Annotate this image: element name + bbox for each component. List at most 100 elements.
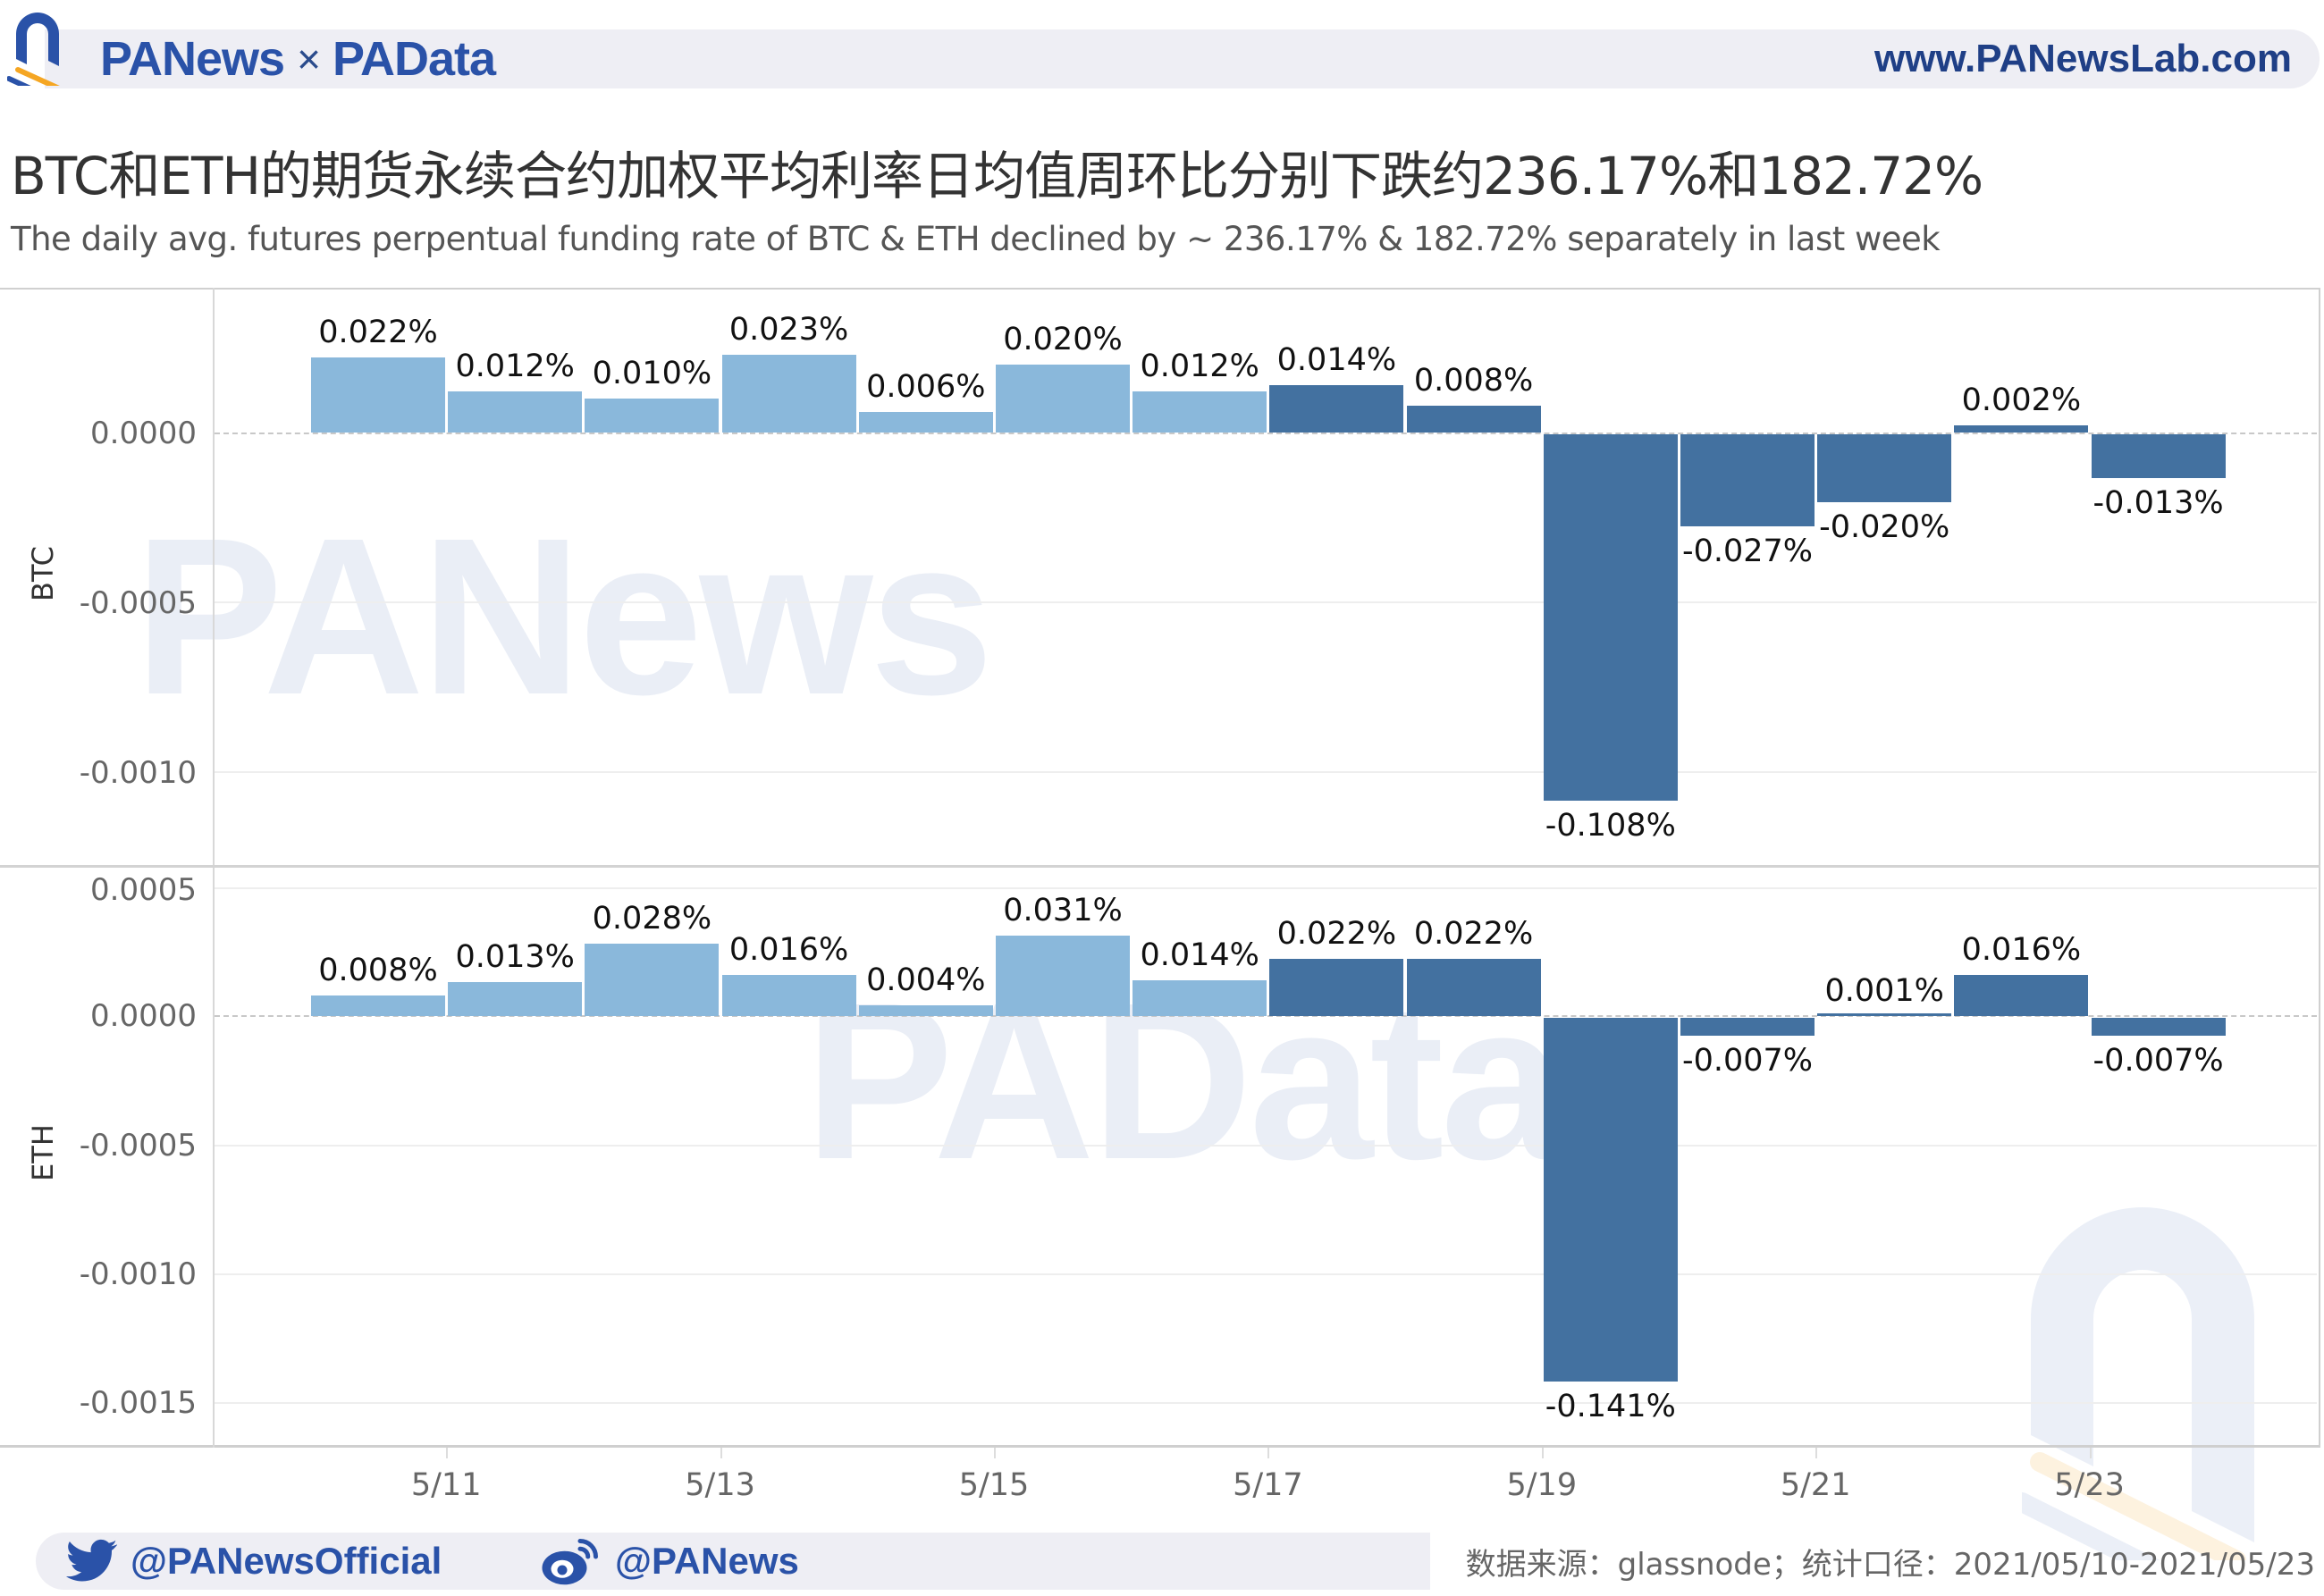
x-axis-tick: [2089, 1448, 2092, 1458]
eth-bar: [1269, 959, 1404, 1016]
eth-bar-value-label: 0.031%: [1003, 893, 1123, 929]
btc-y-axis: [213, 288, 215, 867]
x-axis-tick: [720, 1448, 722, 1458]
btc-bar-value-label: 0.022%: [318, 315, 438, 351]
btc-bar-value-label: 0.010%: [592, 356, 712, 391]
btc-gridline: [215, 771, 2317, 773]
eth-bar-value-label: 0.022%: [1276, 916, 1397, 953]
x-axis-tick: [446, 1448, 449, 1458]
btc-y-tick: 0.0000: [90, 416, 197, 451]
eth-bar: [1817, 1013, 1952, 1016]
twitter-handle: @PANewsOfficial: [131, 1540, 442, 1582]
twitter-bird-icon: [66, 1539, 118, 1582]
eth-gridline: [215, 1145, 2317, 1147]
weibo-handle: @PANews: [615, 1540, 799, 1582]
btc-bar: [585, 399, 720, 433]
eth-bar: [585, 944, 720, 1016]
footer-band: [36, 1533, 1430, 1590]
x-axis-label: 5/15: [958, 1467, 1030, 1503]
btc-bar: [1817, 434, 1952, 502]
chart-subtitle-en: The daily avg. futures perpentual fundin…: [11, 220, 1941, 258]
btc-axis-label: BTC: [26, 546, 60, 601]
eth-bar: [996, 936, 1130, 1016]
btc-bar: [1543, 434, 1678, 802]
watermark-arch-icon: [2022, 1207, 2254, 1560]
btc-bar: [311, 357, 445, 433]
btc-bar: [858, 412, 993, 433]
eth-bar: [1543, 1018, 1678, 1382]
btc-bar-value-label: 0.012%: [1140, 349, 1259, 385]
eth-bar-value-label: 0.028%: [592, 901, 712, 937]
site-url[interactable]: www.PANewsLab.com: [1874, 37, 2292, 80]
brand-padata: PAData: [332, 32, 496, 86]
eth-bar: [1406, 959, 1541, 1016]
btc-bar-value-label: -0.020%: [1819, 509, 1950, 545]
btc-bar-value-label: 0.008%: [1413, 362, 1534, 399]
eth-y-tick: 0.0005: [90, 872, 197, 908]
x-axis-label: 5/11: [410, 1467, 482, 1503]
btc-bar: [1133, 391, 1267, 433]
panews-logo-icon: [7, 13, 60, 86]
x-axis-label: 5/23: [2054, 1467, 2125, 1503]
eth-y-tick: -0.0010: [79, 1256, 197, 1292]
btc-bar: [1954, 425, 2089, 433]
btc-y-tick: -0.0010: [79, 755, 197, 791]
eth-bar-value-label: 0.016%: [1961, 931, 2082, 968]
btc-bar-value-label: 0.023%: [728, 311, 849, 348]
header-band: [45, 29, 2320, 88]
chart-frame: [0, 288, 2320, 1448]
btc-bar-value-label: 0.020%: [1003, 322, 1123, 357]
eth-bar: [1954, 974, 2089, 1016]
eth-bar: [1133, 979, 1267, 1016]
x-axis-label: 5/19: [1506, 1467, 1578, 1503]
btc-bar: [2091, 434, 2226, 479]
btc-bar-value-label: 0.006%: [866, 369, 986, 406]
eth-bar: [311, 995, 445, 1016]
weibo-link[interactable]: @PANews: [540, 1535, 799, 1587]
btc-bar: [1406, 405, 1541, 433]
twitter-link[interactable]: @PANewsOfficial: [66, 1535, 442, 1587]
weibo-icon: [542, 1539, 598, 1585]
btc-bar-value-label: 0.014%: [1276, 341, 1397, 378]
eth-bar-value-label: -0.007%: [1681, 1043, 1814, 1079]
btc-bar-value-label: -0.013%: [2092, 485, 2224, 522]
btc-bar: [721, 354, 856, 433]
btc-bar-value-label: 0.012%: [455, 349, 575, 385]
eth-zero-line: [215, 1015, 2317, 1017]
eth-axis-label: ETH: [26, 1124, 60, 1181]
btc-bar-value-label: -0.108%: [1545, 808, 1676, 844]
chart-title-cn: BTC和ETH的期货永续合约加权平均利率日均值周环比分别下跌约236.17%和1…: [11, 146, 1983, 206]
data-source-note: 数据来源：glassnode；统计口径：2021/05/10-2021/05/2…: [1465, 1547, 2315, 1583]
x-axis-label: 5/17: [1233, 1467, 1303, 1503]
eth-bar-value-label: 0.014%: [1140, 937, 1259, 973]
x-axis-label: 5/13: [685, 1467, 755, 1503]
eth-bar: [448, 982, 583, 1016]
eth-bar-value-label: -0.007%: [2092, 1043, 2224, 1079]
btc-zero-line: [215, 433, 2317, 434]
eth-bar: [1680, 1018, 1815, 1037]
brand-lockup: PANews × PAData: [100, 30, 496, 88]
btc-bar: [1680, 434, 1815, 526]
x-axis-tick: [1541, 1448, 1544, 1458]
eth-gridline: [215, 887, 2317, 889]
eth-bar-value-label: -0.141%: [1545, 1389, 1676, 1425]
eth-y-axis: [213, 868, 215, 1448]
eth-y-tick: -0.0005: [79, 1128, 197, 1163]
brand-panews: PANews: [100, 32, 285, 86]
btc-bar: [996, 365, 1130, 433]
x-axis-tick: [1267, 1448, 1270, 1458]
btc-gridline: [215, 601, 2317, 603]
eth-bar-value-label: 0.016%: [728, 931, 849, 968]
eth-gridline: [215, 1402, 2317, 1404]
eth-y-tick: -0.0015: [79, 1385, 197, 1421]
eth-bar-value-label: 0.008%: [318, 952, 438, 988]
btc-bar: [448, 391, 583, 433]
eth-bar-value-label: 0.022%: [1413, 916, 1534, 953]
x-axis-tick: [994, 1448, 996, 1458]
eth-bar: [2091, 1018, 2226, 1037]
eth-bar-value-label: 0.013%: [455, 939, 575, 976]
eth-y-tick: 0.0000: [90, 998, 197, 1034]
btc-bar-value-label: -0.027%: [1681, 533, 1814, 569]
x-axis-tick: [1815, 1448, 1818, 1458]
btc-bar: [1269, 384, 1404, 433]
